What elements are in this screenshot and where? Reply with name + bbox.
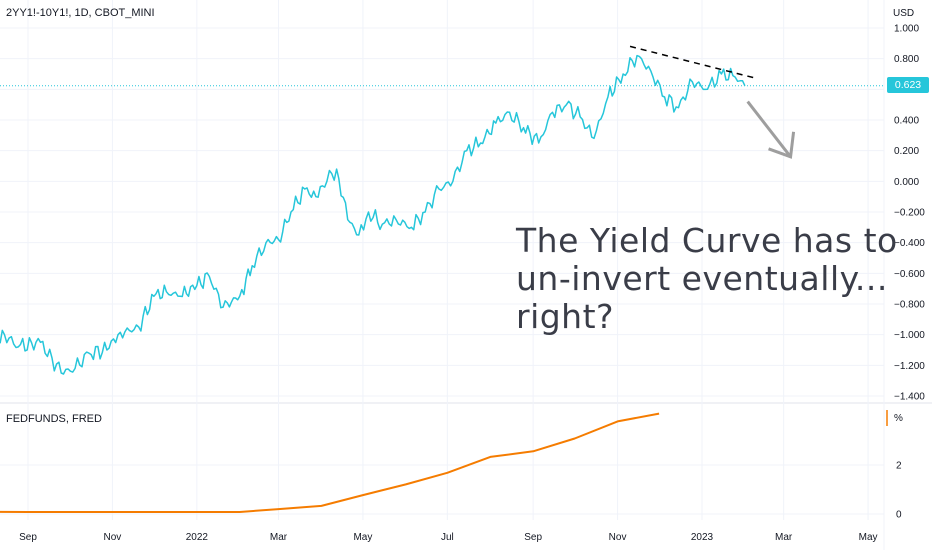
dashed-trendline <box>629 45 758 80</box>
x-tick-label: Sep <box>19 532 37 543</box>
y-tick-label: 0.200 <box>894 146 919 157</box>
fedfunds-series-line <box>0 412 660 513</box>
y-tick-label: 0.400 <box>894 116 919 127</box>
y-tick-label: −1.400 <box>894 392 925 403</box>
x-tick-label: Nov <box>104 532 122 543</box>
sub-y-tick-label: 2 <box>896 461 902 472</box>
x-tick-label: Nov <box>609 532 627 543</box>
y-tick-label: −0.800 <box>894 300 925 311</box>
x-tick-label: Mar <box>775 532 793 543</box>
annotation-line-2: un-invert eventually... <box>516 259 888 298</box>
y-tick-label: −1.000 <box>894 330 925 341</box>
y-tick-label: 0.800 <box>894 54 919 65</box>
down-arrow-shaft <box>746 100 792 158</box>
x-tick-label: Jul <box>441 532 454 543</box>
annotation-text: The Yield Curve has to un-invert eventua… <box>516 222 898 336</box>
main-symbol-label[interactable]: 2YY1!-10Y1!, 1D, CBOT_MINI <box>6 7 155 19</box>
annotation-line-3: right? <box>516 297 615 336</box>
currency-label: USD <box>893 8 914 19</box>
x-tick-label: 2023 <box>691 532 714 543</box>
x-tick-label: Mar <box>270 532 288 543</box>
x-tick-label: 2022 <box>186 532 209 543</box>
fedfunds-symbol-label[interactable]: FEDFUNDS, FRED <box>6 413 102 425</box>
y-tick-label: −0.600 <box>894 269 925 280</box>
spread-series-line <box>0 54 746 375</box>
y-tick-label: −0.200 <box>894 208 925 219</box>
x-tick-label: May <box>859 532 878 543</box>
annotation-line-1: The Yield Curve has to <box>516 221 898 260</box>
y-tick-label: 0.000 <box>894 177 919 188</box>
x-tick-label: Sep <box>524 532 542 543</box>
y-tick-label: −0.400 <box>894 238 925 249</box>
last-price-tag: 0.623 <box>887 77 929 93</box>
sub-y-tick-label: 0 <box>896 510 902 521</box>
y-tick-label: 1.000 <box>894 24 919 35</box>
x-tick-label: May <box>353 532 372 543</box>
down-arrow-head <box>768 131 796 159</box>
y-tick-label: −1.200 <box>894 361 925 372</box>
sub-unit-label: % <box>894 413 903 424</box>
